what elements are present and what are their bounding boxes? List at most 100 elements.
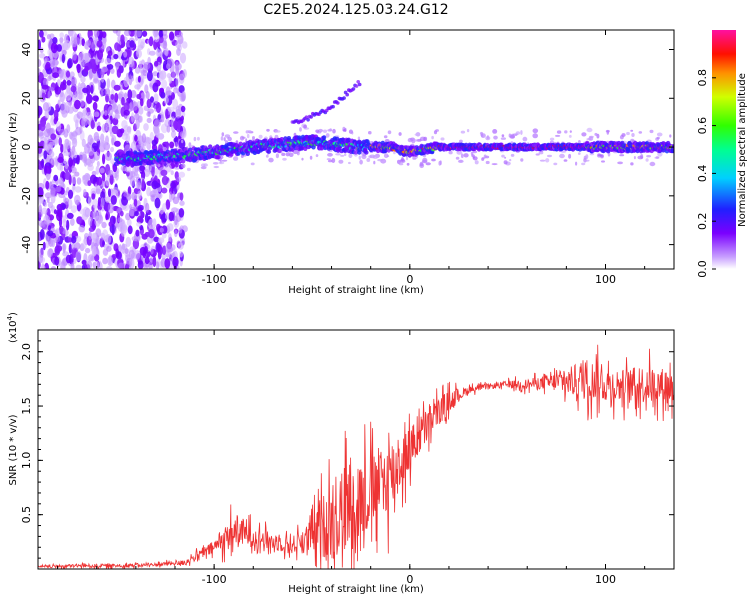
heatmap-cell bbox=[114, 140, 121, 147]
heatmap-cell bbox=[431, 135, 434, 140]
heatmap-cell bbox=[82, 87, 89, 94]
heatmap-cell bbox=[165, 199, 171, 210]
heatmap-cell bbox=[340, 154, 345, 157]
heatmap-cell bbox=[90, 119, 95, 130]
heatmap-cell bbox=[82, 238, 87, 249]
snr-xtick-label: 0 bbox=[406, 573, 413, 586]
heatmap-cell bbox=[82, 52, 90, 63]
heatmap-cell bbox=[501, 154, 505, 158]
heatmap-cell bbox=[553, 162, 558, 166]
heatmap-cell bbox=[42, 241, 46, 251]
heatmap-cell bbox=[62, 219, 67, 228]
heatmap-cell bbox=[171, 70, 176, 79]
heatmap-cell bbox=[41, 158, 45, 169]
heatmap-cell bbox=[140, 98, 144, 107]
heatmap-cell bbox=[130, 75, 134, 82]
heatmap-cell bbox=[145, 202, 150, 213]
heatmap-cell bbox=[58, 225, 64, 233]
heatmap-cell bbox=[589, 152, 595, 156]
heatmap-cell bbox=[179, 250, 184, 258]
snr-line bbox=[38, 344, 674, 569]
heatmap-cell bbox=[398, 162, 404, 166]
heatmap-cell bbox=[54, 245, 61, 256]
heatmap-cell bbox=[169, 191, 173, 203]
heatmap-cell bbox=[101, 68, 105, 76]
heatmap-cell bbox=[146, 186, 152, 197]
heatmap-cell bbox=[338, 159, 344, 164]
heatmap-cell bbox=[144, 256, 150, 265]
heatmap-cell bbox=[96, 40, 103, 48]
heatmap-cell bbox=[158, 71, 164, 82]
heatmap-cell bbox=[54, 256, 60, 266]
heatmap-cell bbox=[356, 80, 361, 84]
heatmap-cell bbox=[286, 136, 292, 141]
heatmap-cell bbox=[351, 87, 356, 91]
heatmap-cell bbox=[160, 91, 166, 99]
heatmap-cell bbox=[38, 39, 41, 51]
heatmap-cell bbox=[82, 111, 89, 122]
heatmap-cell bbox=[266, 128, 270, 132]
heatmap-cell bbox=[159, 87, 165, 94]
heatmap-cell bbox=[148, 36, 154, 47]
heatmap-cell bbox=[52, 37, 58, 44]
heatmap-cell bbox=[165, 108, 169, 120]
heatmap-cell bbox=[568, 134, 572, 138]
heatmap-cell bbox=[669, 134, 672, 138]
heatmap-cell bbox=[123, 92, 128, 99]
heatmap-cell bbox=[345, 92, 350, 97]
heatmap-cell bbox=[148, 228, 155, 239]
heatmap-cell bbox=[555, 134, 561, 137]
heatmap-cell bbox=[50, 266, 57, 269]
heatmap-cell bbox=[492, 129, 498, 134]
heatmap-cell bbox=[481, 157, 485, 160]
heatmap-cell bbox=[181, 163, 186, 169]
heatmap-cell bbox=[101, 123, 108, 133]
heatmap-cell bbox=[155, 48, 161, 57]
heatmap-cell bbox=[148, 50, 156, 56]
heatmap-cell bbox=[145, 142, 150, 149]
heatmap-cell bbox=[85, 209, 90, 215]
heatmap-cell bbox=[85, 40, 92, 46]
heatmap-cell bbox=[77, 91, 83, 100]
heatmap-cell bbox=[136, 93, 142, 100]
heatmap-cell bbox=[123, 192, 130, 198]
heatmap-cell bbox=[38, 89, 41, 99]
heatmap-cell bbox=[406, 156, 408, 161]
heatmap-cell bbox=[64, 89, 72, 101]
heatmap-cell bbox=[179, 192, 184, 201]
heatmap-cell bbox=[51, 239, 55, 248]
heatmap-cell bbox=[340, 137, 346, 142]
heatmap-cell bbox=[563, 159, 568, 162]
heatmap-cell bbox=[285, 152, 290, 157]
heatmap-cell bbox=[156, 261, 160, 269]
heatmap-cell bbox=[39, 248, 44, 258]
heatmap-cell bbox=[186, 167, 191, 172]
heatmap-cell bbox=[109, 174, 114, 186]
heatmap-cell bbox=[423, 136, 428, 142]
heatmap-cell bbox=[50, 157, 58, 166]
heatmap-cell bbox=[134, 250, 141, 260]
heatmap-cell bbox=[626, 131, 630, 136]
heatmap-cell bbox=[93, 72, 99, 83]
colorbar-tick-label: 0.0 bbox=[696, 260, 709, 278]
heatmap-cell bbox=[165, 163, 172, 173]
heatmap-cell bbox=[110, 158, 115, 165]
heatmap-cell bbox=[124, 248, 129, 255]
heatmap-cell bbox=[76, 111, 84, 119]
heatmap-cell bbox=[104, 151, 112, 161]
heatmap-cell bbox=[39, 121, 46, 132]
heatmap-cell bbox=[64, 190, 68, 196]
heatmap-cell bbox=[221, 132, 225, 137]
heatmap-cell bbox=[136, 221, 142, 227]
heatmap-cell bbox=[179, 200, 185, 206]
heatmap-cell bbox=[165, 212, 170, 220]
heatmap-cell bbox=[532, 133, 538, 139]
heatmap-cell bbox=[160, 169, 168, 176]
heatmap-cell bbox=[67, 189, 74, 199]
heatmap-cell bbox=[45, 61, 51, 69]
heatmap-cell bbox=[425, 162, 431, 166]
heatmap-cell bbox=[118, 244, 122, 254]
heatmap-cell bbox=[387, 130, 392, 135]
heatmap-cell bbox=[48, 86, 55, 92]
heatmap-cell bbox=[62, 203, 66, 210]
